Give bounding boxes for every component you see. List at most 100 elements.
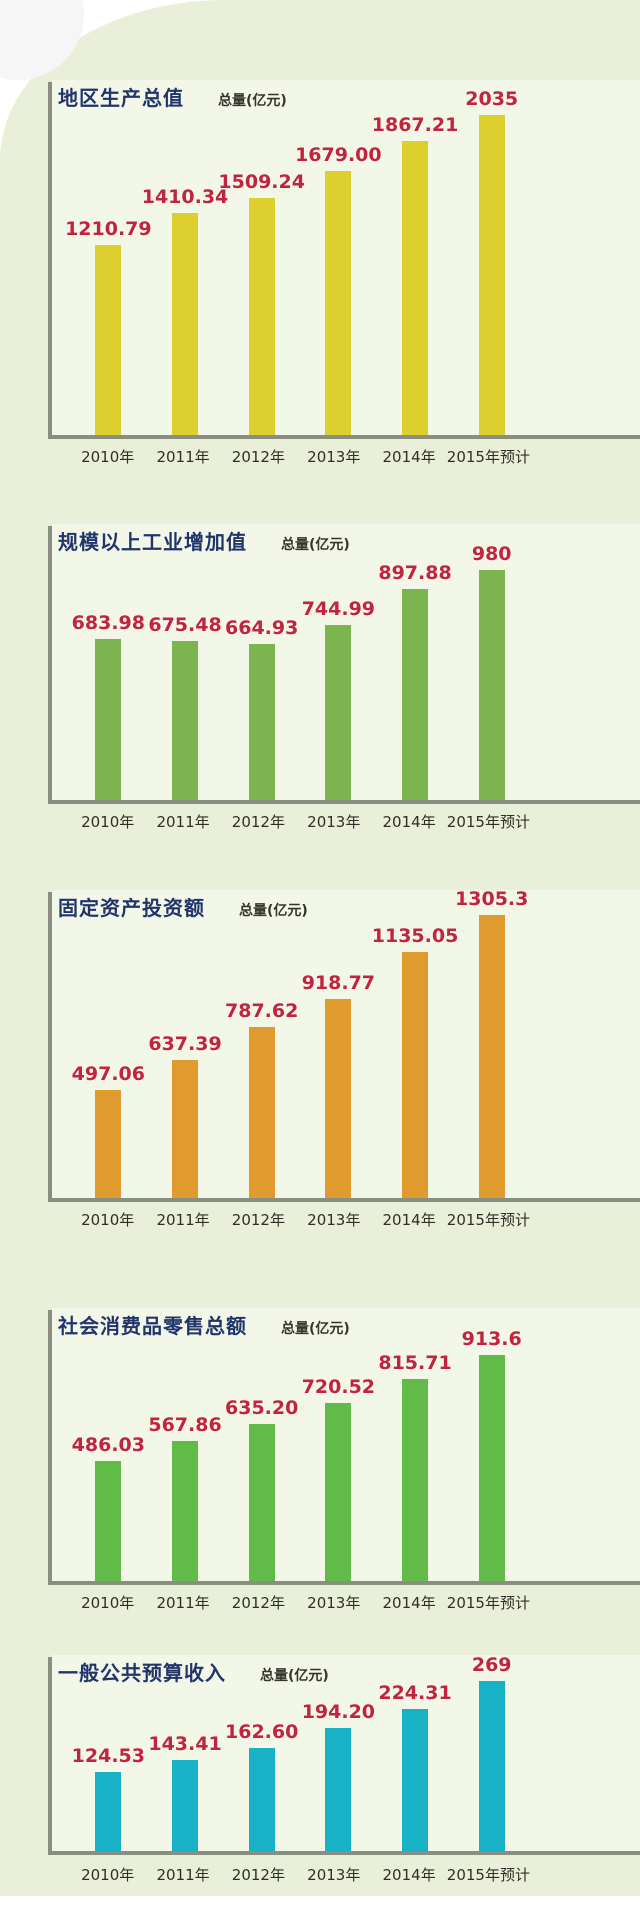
chart-unit-label: 总量(亿元): [260, 1668, 329, 1684]
x-axis-label: 2012年: [231, 1594, 285, 1612]
x-axis-labels: 2010年 2011年 2012年 2013年 2014年 2015年预计: [70, 811, 530, 832]
bar: [95, 245, 122, 435]
bar-column: 720.52: [300, 1376, 377, 1581]
x-axis-label: 2014年: [382, 1594, 436, 1612]
bar: [172, 1441, 198, 1581]
bar-column: 1679.00: [295, 144, 382, 435]
x-axis-label: 2015年预计: [446, 448, 530, 466]
value-label: 720.52: [301, 1376, 376, 1398]
y-axis-line: [48, 82, 52, 439]
x-axis-label: 2012年: [231, 448, 285, 466]
chart-fixed-asset-investment: 497.06 637.39 787.62 918.77 1135.05 1305.3 固定…: [0, 888, 640, 1250]
bar-column: 675.48: [147, 614, 224, 800]
bar-column: 269: [453, 1654, 530, 1851]
x-axis-label: 2010年: [81, 813, 135, 831]
value-label: 567.86: [148, 1414, 222, 1436]
y-axis-line: [48, 1657, 52, 1855]
chart-unit-label: 总量(亿元): [281, 1321, 350, 1337]
chart-header: 固定资产投资额 总量(亿元): [58, 892, 308, 921]
x-axis-label: 2012年: [231, 813, 285, 831]
value-label: 194.20: [301, 1701, 376, 1723]
value-label: 683.98: [71, 612, 145, 634]
value-label: 637.39: [148, 1033, 222, 1055]
bar-column: 1210.79: [65, 218, 152, 435]
bar: [172, 641, 198, 800]
bar: [248, 1027, 275, 1198]
chart-regional-gdp: 1210.79 1410.34 1509.24 1679.00 1867.21 2035 …: [0, 80, 640, 480]
x-axis-line: [48, 1581, 640, 1585]
value-label: 486.03: [71, 1434, 145, 1456]
value-label: 918.77: [301, 972, 376, 994]
bar-column: 124.53: [70, 1745, 147, 1851]
chart-title: 规模以上工业增加值: [58, 530, 247, 554]
chart-unit-label: 总量(亿元): [281, 537, 350, 553]
x-axis-label: 2013年: [307, 813, 361, 831]
bar: [325, 625, 352, 800]
x-axis-label: 2011年: [156, 813, 210, 831]
x-axis-label: 2013年: [307, 1866, 361, 1884]
chart-title: 一般公共预算收入: [58, 1661, 226, 1685]
value-label: 497.06: [71, 1063, 145, 1085]
chart-header: 社会消费品零售总额 总量(亿元): [58, 1310, 350, 1339]
bar: [172, 1060, 198, 1198]
y-axis-line: [48, 526, 52, 804]
x-axis-line: [48, 1851, 640, 1855]
value-label: 913.6: [461, 1328, 522, 1350]
bar-column: 897.88: [377, 562, 454, 800]
bar-column: 486.03: [70, 1434, 147, 1581]
bar-column: 2035: [453, 88, 530, 435]
bar: [248, 644, 275, 800]
value-label: 744.99: [301, 598, 376, 620]
value-label: 1679.00: [295, 144, 382, 166]
bar-column: 664.93: [223, 617, 300, 800]
x-axis-label: 2013年: [307, 448, 361, 466]
chart-header: 地区生产总值 总量(亿元): [58, 82, 287, 111]
bar: [402, 1709, 429, 1851]
x-axis-label: 2015年预计: [446, 1211, 530, 1229]
chart-header: 一般公共预算收入 总量(亿元): [58, 1657, 329, 1686]
bar-column: 815.71: [377, 1352, 454, 1581]
bar: [478, 1355, 505, 1581]
bar: [478, 115, 505, 435]
chart-unit-label: 总量(亿元): [218, 93, 287, 109]
value-label: 124.53: [71, 1745, 145, 1767]
bar: [325, 999, 352, 1198]
value-label: 980: [471, 543, 512, 565]
bar-column: 744.99: [300, 598, 377, 800]
x-axis-labels: 2010年 2011年 2012年 2013年 2014年 2015年预计: [70, 1209, 530, 1230]
bar-column: 1410.34: [142, 186, 228, 435]
bar: [248, 198, 275, 435]
bar: [95, 1090, 122, 1198]
x-axis-line: [48, 800, 640, 804]
bar: [478, 570, 505, 800]
value-label: 269: [471, 1654, 512, 1676]
bars-container: 683.98 675.48 664.93 744.99 897.88 980: [70, 524, 530, 800]
bar-column: 1305.3: [453, 888, 530, 1198]
x-axis-label: 2010年: [81, 1211, 135, 1229]
value-label: 143.41: [148, 1733, 222, 1755]
x-axis-label: 2011年: [156, 1594, 210, 1612]
bars-container: 124.53 143.41 162.60 194.20 224.31 269: [70, 1654, 530, 1851]
value-label: 675.48: [148, 614, 222, 636]
bar: [95, 639, 122, 800]
bar: [248, 1424, 275, 1581]
y-axis-line: [48, 892, 52, 1202]
bar-column: 497.06: [70, 1063, 147, 1198]
bar-column: 1509.24: [218, 171, 305, 435]
bar: [402, 1379, 429, 1581]
bar-column: 913.6: [453, 1328, 530, 1581]
x-axis-label: 2010年: [81, 1866, 135, 1884]
x-axis-label: 2014年: [382, 813, 436, 831]
x-axis-label: 2010年: [81, 1594, 135, 1612]
value-label: 897.88: [378, 562, 452, 584]
bar-column: 1135.05: [372, 925, 458, 1198]
x-axis-labels: 2010年 2011年 2012年 2013年 2014年 2015年预计: [70, 446, 530, 467]
value-label: 162.60: [225, 1721, 299, 1743]
bars-container: 1210.79 1410.34 1509.24 1679.00 1867.21 2035: [65, 80, 530, 435]
value-label: 1305.3: [455, 888, 529, 910]
value-label: 1410.34: [141, 186, 229, 208]
bar: [402, 589, 429, 800]
chart-industrial-added-value: 683.98 675.48 664.93 744.99 897.88 980 规模以上工业…: [0, 524, 640, 854]
bar: [95, 1461, 122, 1581]
